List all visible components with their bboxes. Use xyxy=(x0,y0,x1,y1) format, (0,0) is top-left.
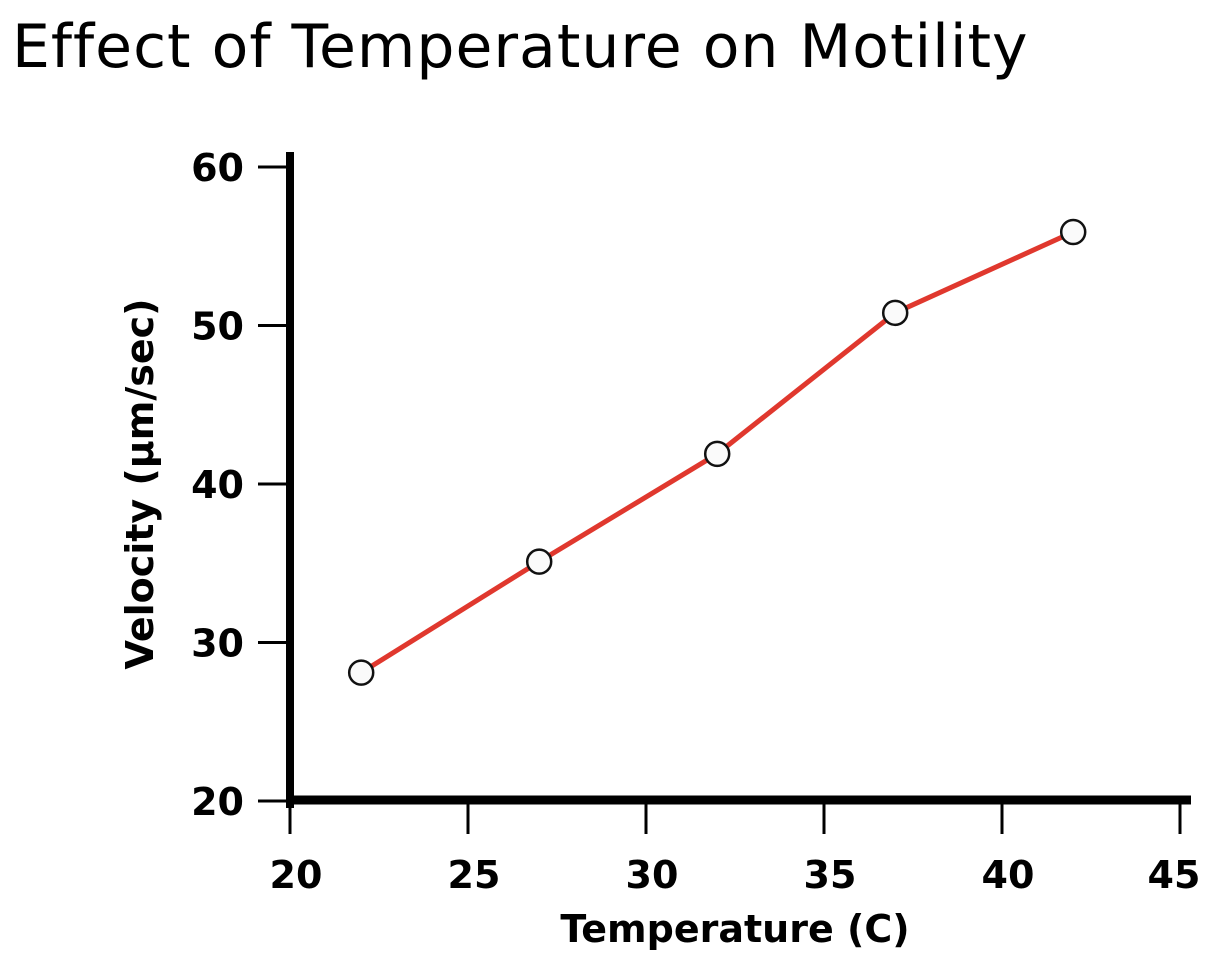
chart-title: Effect of Temperature on Motility xyxy=(12,12,1029,82)
y-tick-label: 60 xyxy=(191,146,244,190)
x-tick-label: 35 xyxy=(804,853,857,897)
x-tick-label: 40 xyxy=(982,853,1035,897)
y-tick-label: 20 xyxy=(191,780,244,824)
x-tick-label: 45 xyxy=(1148,853,1201,897)
y-axis-label: Velocity (µm/sec) xyxy=(118,298,162,669)
x-tick-label: 25 xyxy=(448,853,501,897)
y-tick-label: 40 xyxy=(191,463,244,507)
y-tick-label: 30 xyxy=(191,622,244,666)
x-tick-label: 30 xyxy=(626,853,679,897)
data-point xyxy=(525,548,553,575)
y-tick-label: 50 xyxy=(191,305,244,349)
x-axis-label: Temperature (C) xyxy=(560,907,909,951)
data-point xyxy=(881,299,909,327)
x-tick-label: 20 xyxy=(270,853,323,897)
data-point xyxy=(703,440,731,468)
data-point xyxy=(1059,218,1087,246)
data-point xyxy=(347,659,375,686)
